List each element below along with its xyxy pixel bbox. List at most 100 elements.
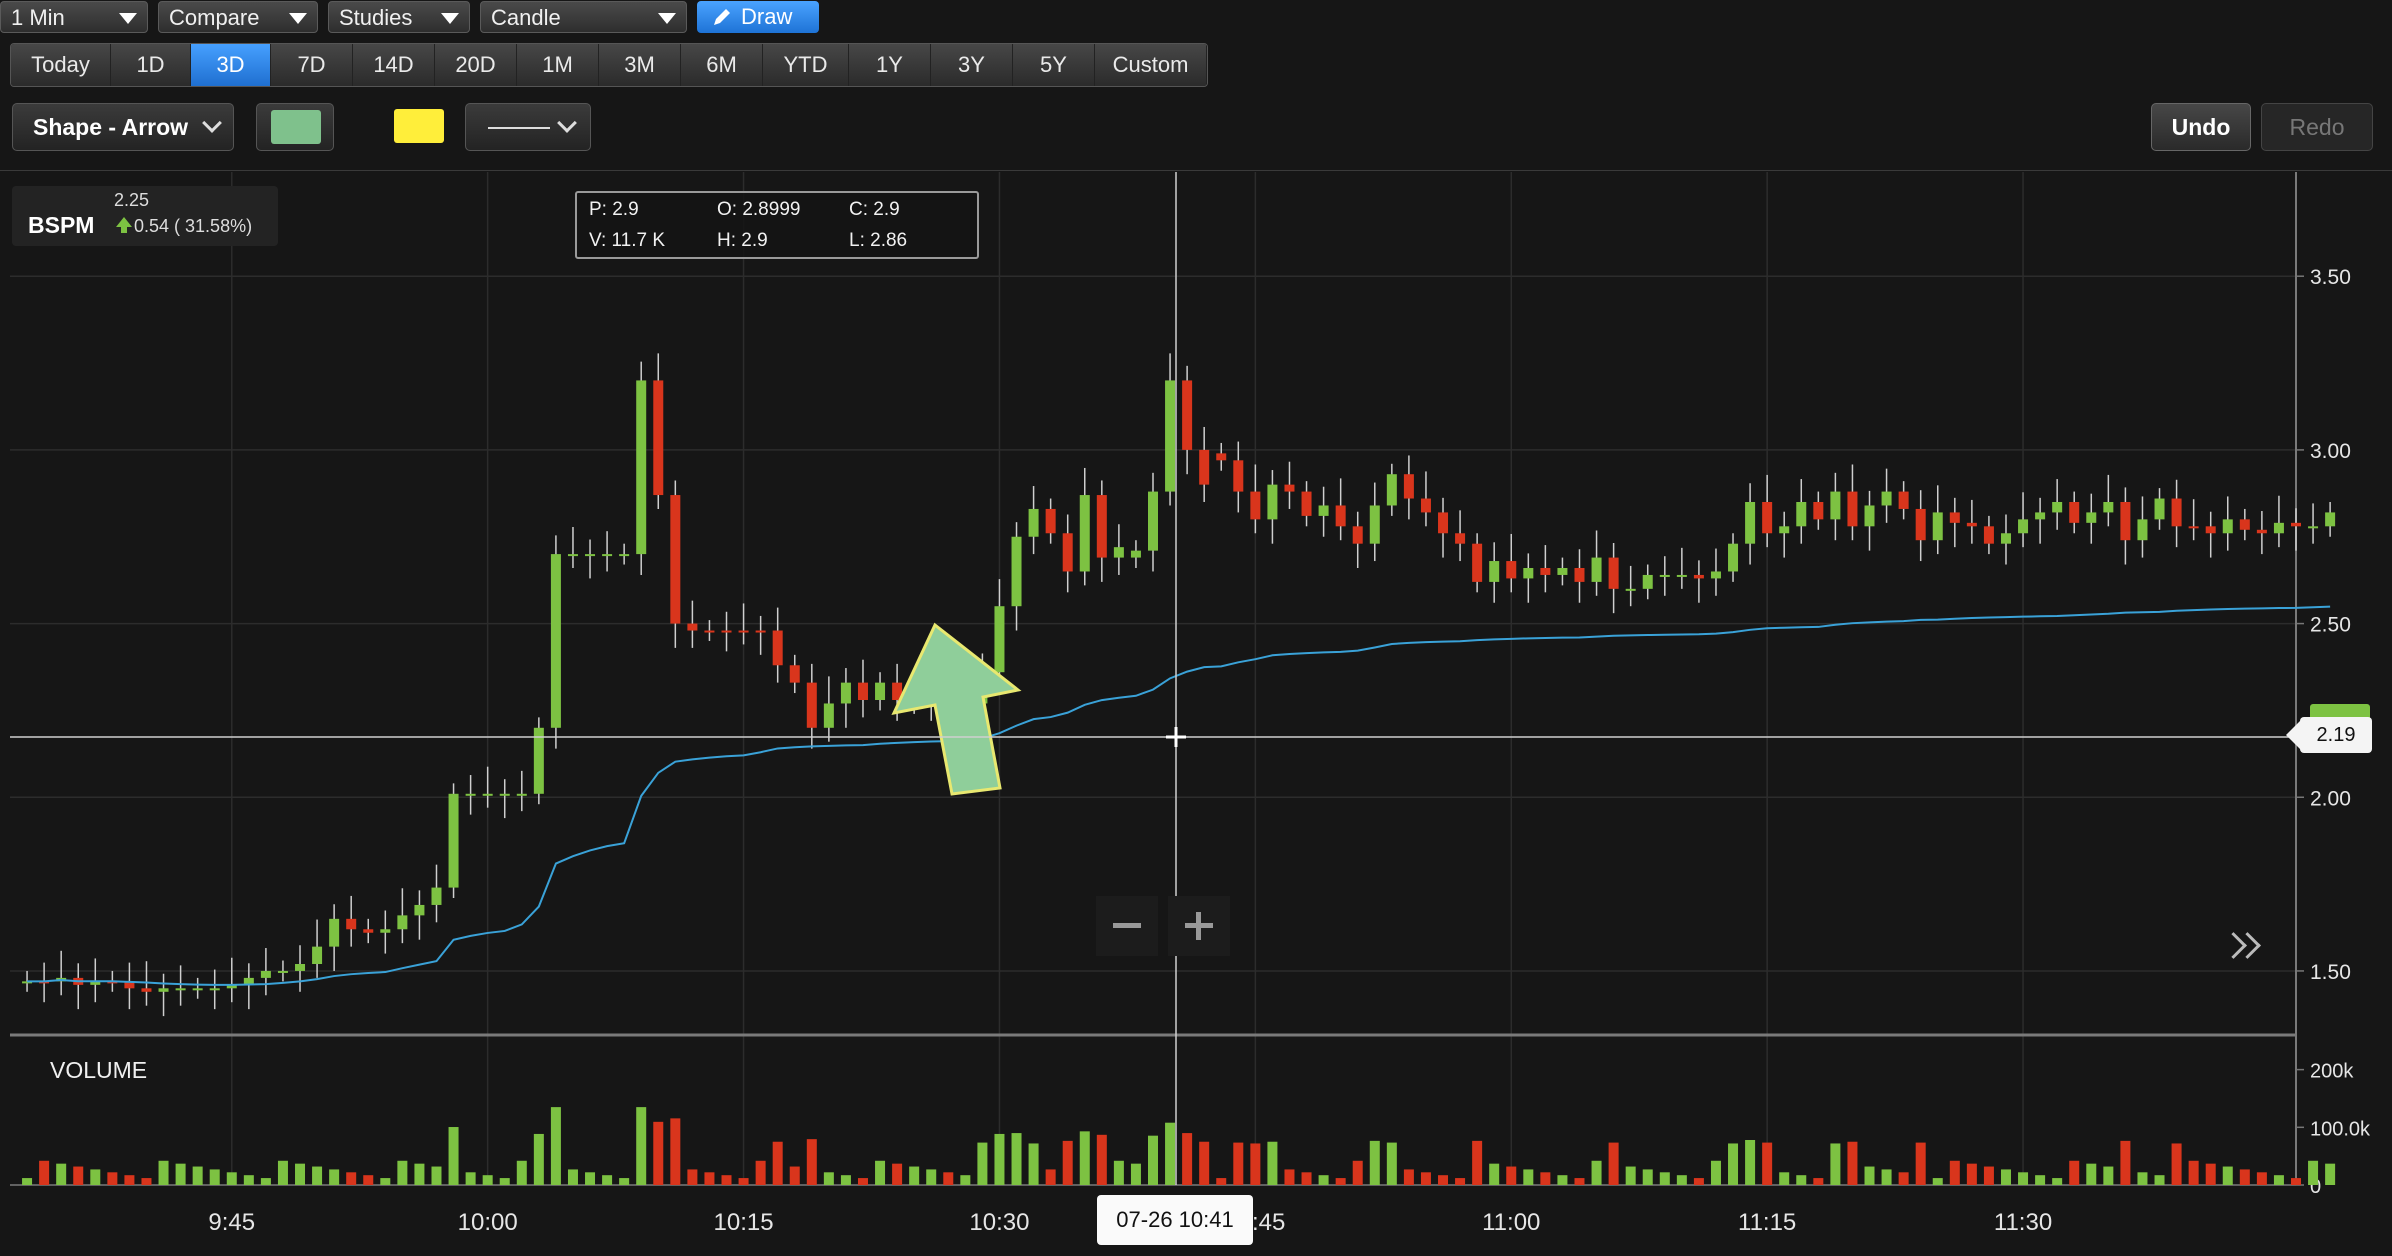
candle-body bbox=[1233, 460, 1244, 492]
candle-body bbox=[2018, 519, 2029, 534]
volume-bar bbox=[1062, 1140, 1073, 1185]
volume-label: VOLUME bbox=[50, 1057, 148, 1083]
candle-body bbox=[141, 988, 152, 992]
volume-bar bbox=[1540, 1172, 1551, 1185]
candle-body bbox=[482, 793, 493, 796]
scroll-to-latest-button[interactable] bbox=[2214, 916, 2274, 976]
volume-bar bbox=[2308, 1160, 2319, 1185]
volume-bar bbox=[1898, 1172, 1909, 1185]
volume-bar bbox=[1830, 1143, 1841, 1185]
volume-bar bbox=[721, 1175, 732, 1185]
range-button-7d[interactable]: 7D bbox=[271, 44, 353, 86]
volume-bar bbox=[1420, 1172, 1431, 1185]
candle-body bbox=[2154, 498, 2165, 520]
candle-body bbox=[448, 793, 459, 888]
volume-bar bbox=[1523, 1169, 1534, 1185]
volume-bar bbox=[1301, 1172, 1312, 1185]
draw-button[interactable]: Draw bbox=[697, 1, 819, 33]
range-button-ytd[interactable]: YTD bbox=[763, 44, 849, 86]
candle-body bbox=[192, 988, 203, 991]
range-button-1y[interactable]: 1Y bbox=[849, 44, 931, 86]
volume-bar bbox=[1199, 1141, 1210, 1185]
range-selector: Today 1D 3D 7D 14D 20D 1M 3M 6M YTD 1Y 3Y 5Y Custom bbox=[10, 43, 1208, 87]
candle-body bbox=[2137, 519, 2148, 541]
candle-body bbox=[1130, 550, 1141, 558]
volume-bar bbox=[1983, 1166, 1994, 1185]
volume-bar bbox=[1557, 1175, 1568, 1185]
range-button-14d[interactable]: 14D bbox=[353, 44, 435, 86]
studies-dropdown[interactable]: Studies bbox=[328, 1, 470, 33]
candle-body bbox=[380, 929, 391, 933]
volume-bar bbox=[1915, 1142, 1926, 1185]
volume-bar bbox=[1881, 1169, 1892, 1185]
candle-body bbox=[260, 970, 271, 978]
range-button-3y[interactable]: 3Y bbox=[931, 44, 1013, 86]
range-button-today[interactable]: Today bbox=[11, 44, 111, 86]
range-button-3d[interactable]: 3D bbox=[191, 44, 271, 86]
line-color-picker[interactable] bbox=[380, 103, 458, 151]
candle-body bbox=[1813, 502, 1824, 520]
candle-body bbox=[2325, 512, 2336, 527]
volume-bar bbox=[2205, 1163, 2216, 1185]
range-button-6m[interactable]: 6M bbox=[681, 44, 763, 86]
candle-body bbox=[1830, 491, 1841, 520]
volume-bar bbox=[550, 1107, 561, 1185]
volume-bar bbox=[909, 1166, 920, 1185]
volume-bar bbox=[414, 1163, 425, 1185]
volume-bar bbox=[226, 1172, 237, 1185]
line-style-icon bbox=[488, 127, 550, 129]
candle-body bbox=[312, 946, 323, 964]
range-button-3m[interactable]: 3M bbox=[599, 44, 681, 86]
x-tick-label: 11:00 bbox=[1482, 1209, 1540, 1236]
volume-bar bbox=[1250, 1143, 1261, 1185]
candle-body bbox=[772, 630, 783, 666]
candle-body bbox=[2086, 512, 2097, 523]
range-button-5y[interactable]: 5Y bbox=[1013, 44, 1095, 86]
volume-bar bbox=[943, 1172, 954, 1185]
candle-body bbox=[1216, 453, 1227, 461]
drawn-arrow-shape bbox=[891, 622, 1022, 796]
fill-color-picker[interactable] bbox=[256, 103, 334, 151]
volume-bar bbox=[1779, 1172, 1790, 1185]
candle-body bbox=[2239, 519, 2250, 530]
volume-bar bbox=[1506, 1166, 1517, 1185]
interval-dropdown[interactable]: 1 Min bbox=[0, 1, 148, 33]
candle-body bbox=[1728, 543, 1739, 572]
volume-bar bbox=[2325, 1163, 2336, 1185]
range-button-20d[interactable]: 20D bbox=[435, 44, 517, 86]
volume-bar bbox=[840, 1175, 851, 1185]
candle-body bbox=[1267, 484, 1278, 520]
volume-tick-label: 100.0k bbox=[2310, 1118, 2371, 1140]
line-style-dropdown[interactable] bbox=[465, 103, 591, 151]
y-tick-label: 2.50 bbox=[2310, 614, 2351, 637]
range-button-custom[interactable]: Custom bbox=[1095, 44, 1207, 86]
range-button-1m[interactable]: 1M bbox=[517, 44, 599, 86]
candle-body bbox=[346, 918, 357, 930]
zoom-in-button[interactable] bbox=[1168, 896, 1230, 956]
candle-body bbox=[636, 380, 647, 555]
volume-bar bbox=[1864, 1166, 1875, 1185]
candle-body bbox=[1881, 491, 1892, 506]
ohlc-price: P: 2.9 bbox=[589, 199, 639, 220]
candle-body bbox=[465, 793, 476, 796]
candle-body bbox=[1420, 498, 1431, 513]
undo-button[interactable]: Undo bbox=[2151, 103, 2251, 151]
shape-dropdown[interactable]: Shape - Arrow bbox=[12, 103, 234, 151]
volume-bar bbox=[2120, 1140, 2131, 1185]
ohlc-open: O: 2.8999 bbox=[717, 199, 801, 220]
candle-body bbox=[243, 977, 254, 985]
zoom-out-button[interactable] bbox=[1096, 896, 1158, 956]
volume-bar bbox=[312, 1166, 323, 1185]
x-tick-label: 11:15 bbox=[1738, 1209, 1796, 1236]
volume-bar bbox=[755, 1160, 766, 1185]
redo-button[interactable]: Redo bbox=[2261, 103, 2373, 151]
range-button-1d[interactable]: 1D bbox=[111, 44, 191, 86]
chart-type-dropdown[interactable]: Candle bbox=[480, 1, 687, 33]
candle-body bbox=[704, 630, 715, 633]
volume-bar bbox=[1079, 1131, 1090, 1185]
candle-body bbox=[1847, 491, 1858, 527]
compare-dropdown[interactable]: Compare bbox=[158, 1, 318, 33]
volume-bar bbox=[2035, 1175, 2046, 1185]
volume-bar bbox=[1728, 1143, 1739, 1185]
